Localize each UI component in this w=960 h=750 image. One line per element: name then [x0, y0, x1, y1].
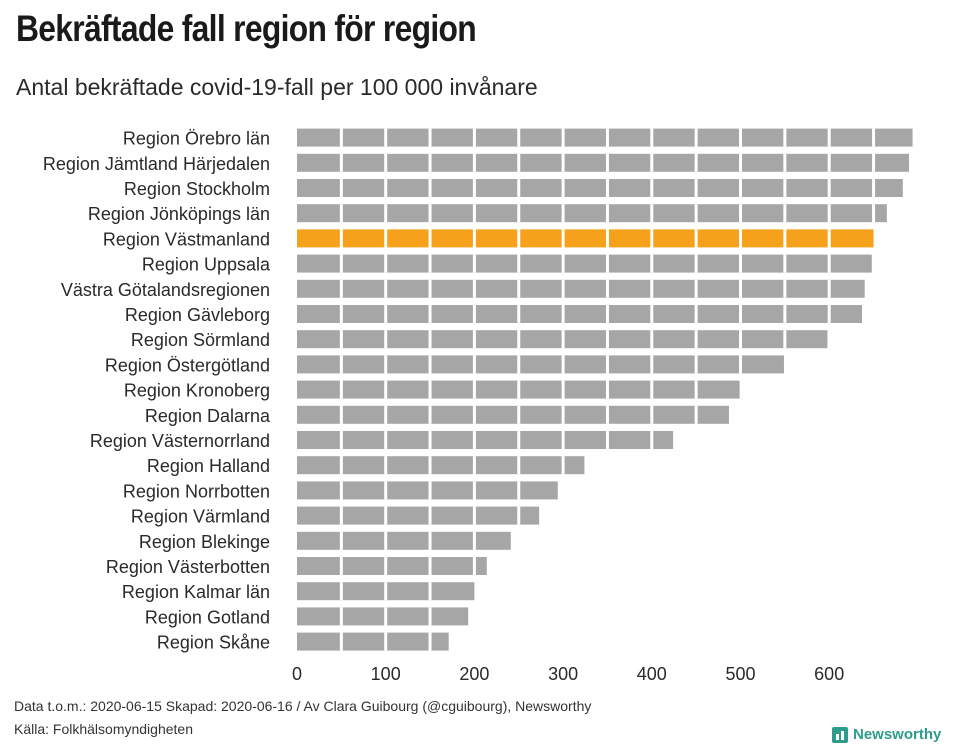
bar — [297, 279, 865, 298]
bar — [297, 179, 903, 197]
category-label: Region Dalarna — [145, 406, 271, 426]
bar — [297, 632, 449, 651]
category-label: Region Jämtland Härjedalen — [43, 154, 270, 174]
x-tick-label: 0 — [292, 664, 302, 684]
bar-chart: Region Örebro län Region Jämtland Härjeda… — [43, 128, 913, 684]
footer-credits: Data t.o.m.: 2020-06-15 Skapad: 2020-06-… — [14, 698, 592, 714]
x-tick-label: 200 — [459, 664, 489, 684]
bar — [297, 557, 487, 575]
bar — [297, 355, 784, 374]
chart-title: Bekräftade fall region för region — [16, 8, 477, 49]
bar — [297, 229, 874, 248]
category-label: Region Gävleborg — [125, 305, 270, 325]
category-label: Region Kronoberg — [124, 381, 270, 401]
x-tick-label: 300 — [548, 664, 578, 684]
category-label: Region Västernorrland — [90, 431, 270, 451]
category-label: Region Sörmland — [131, 330, 270, 350]
x-tick-label: 400 — [637, 664, 667, 684]
bar — [297, 456, 585, 475]
chart-subtitle: Antal bekräftade covid-19-fall per 100 0… — [16, 74, 538, 100]
category-label: Region Blekinge — [139, 532, 270, 552]
brand-name: Newsworthy — [853, 726, 942, 743]
x-tick-label: 600 — [814, 664, 844, 684]
bar — [297, 481, 558, 500]
category-label: Region Norrbotten — [123, 481, 270, 501]
category-label: Region Örebro län — [123, 129, 270, 149]
category-label: Region Västerbotten — [106, 557, 270, 577]
category-label: Region Kalmar län — [122, 582, 270, 602]
x-tick-label: 500 — [725, 664, 755, 684]
bar — [297, 153, 910, 172]
footer-source: Källa: Folkhälsomyndigheten — [14, 721, 193, 737]
bar — [297, 431, 674, 449]
category-label: Region Stockholm — [124, 179, 270, 199]
category-label: Region Gotland — [145, 607, 270, 627]
category-label: Region Västmanland — [103, 229, 270, 249]
bar — [297, 128, 913, 147]
category-label: Region Skåne — [157, 633, 270, 653]
bar — [297, 607, 469, 626]
bar-chart-logo-icon — [832, 726, 848, 743]
bar — [297, 254, 872, 273]
bar — [297, 405, 729, 424]
category-label: Region Jönköpings län — [88, 204, 270, 224]
category-label: Region Värmland — [131, 507, 270, 527]
bar — [297, 531, 511, 550]
brand-logo[interactable]: Newsworthy — [832, 726, 941, 743]
bar — [297, 305, 863, 323]
category-label: Region Uppsala — [142, 255, 271, 275]
category-label: Region Östergötland — [105, 355, 270, 375]
category-label: Västra Götalandsregionen — [61, 280, 270, 300]
x-tick-label: 100 — [371, 664, 401, 684]
category-label: Region Halland — [147, 456, 270, 476]
bar — [297, 506, 540, 525]
